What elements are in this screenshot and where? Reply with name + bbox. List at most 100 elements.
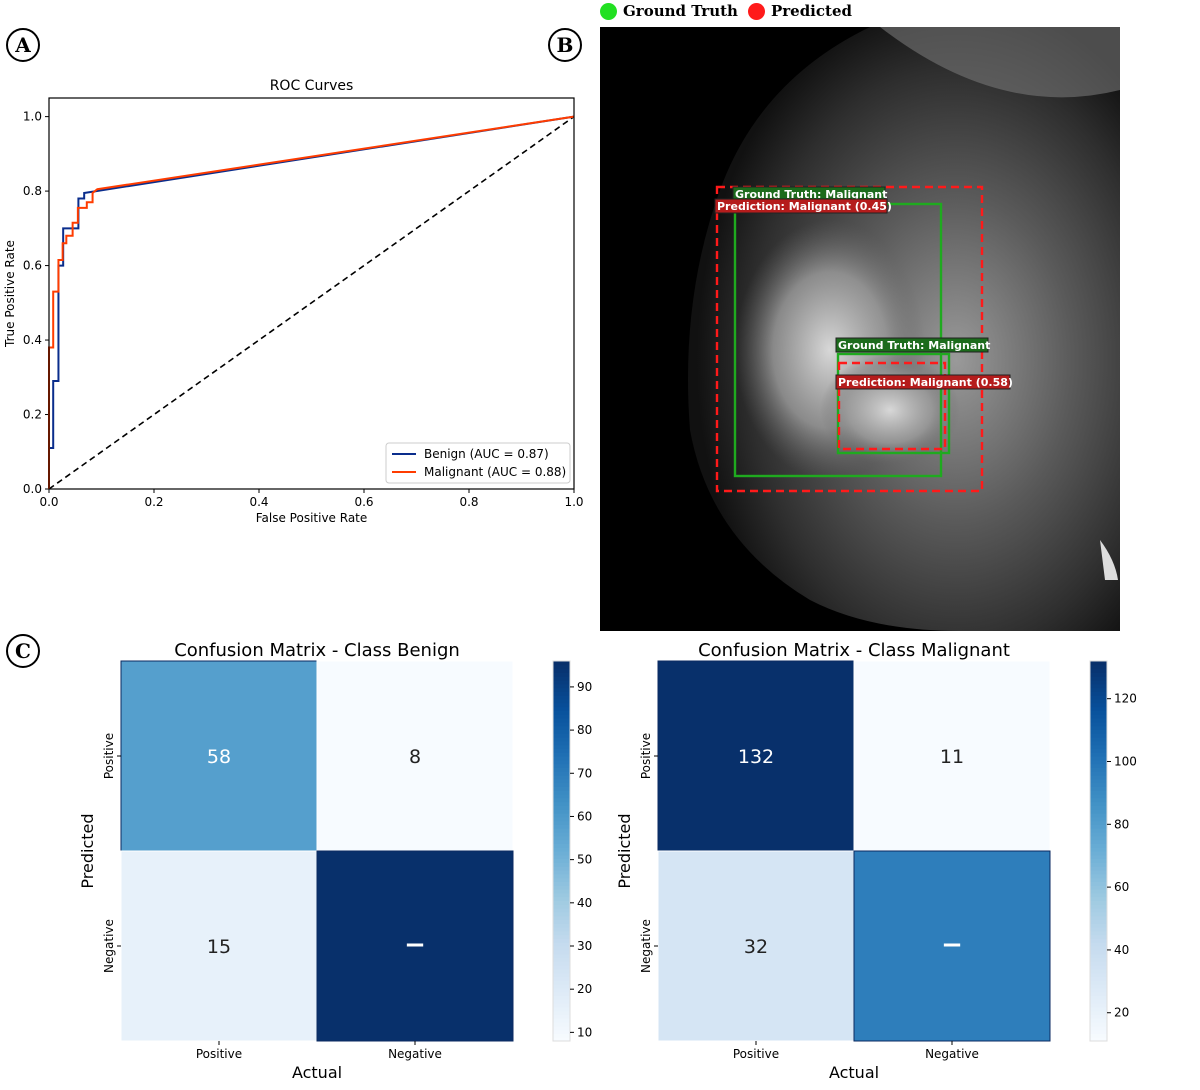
colorbar-tick-label: 120 bbox=[1114, 692, 1137, 706]
colorbar-segment bbox=[553, 938, 570, 943]
colorbar-segment bbox=[1090, 702, 1107, 708]
roc-curve-1 bbox=[48, 115, 575, 489]
colorbar-segment bbox=[1090, 710, 1107, 715]
cm-cell bbox=[657, 660, 855, 852]
plot-frame bbox=[48, 97, 575, 490]
colorbar-segment bbox=[1090, 1006, 1107, 1012]
colorbar-segment bbox=[553, 987, 570, 993]
box-label: Prediction: Malignant (0.45) bbox=[717, 200, 892, 213]
colorbar-segment bbox=[1090, 851, 1107, 856]
colorbar-segment bbox=[1090, 721, 1107, 727]
colorbar-tick-label: 20 bbox=[577, 982, 592, 996]
cm-cell-value: − bbox=[941, 930, 963, 960]
colorbar-segment bbox=[553, 767, 570, 772]
colorbar-segment bbox=[1090, 759, 1107, 765]
colorbar-segment bbox=[553, 953, 570, 958]
colorbar-segment bbox=[1090, 873, 1107, 879]
colorbar-segment bbox=[1090, 847, 1107, 852]
panel-label-b: B bbox=[548, 28, 582, 62]
colorbar-segment bbox=[1090, 706, 1107, 711]
colorbar-tick-label: 80 bbox=[577, 723, 592, 737]
colorbar-segment bbox=[1090, 794, 1107, 799]
detection-legend: Ground Truth Predicted bbox=[600, 2, 852, 20]
colorbar-segment bbox=[1090, 748, 1107, 753]
colorbar-segment bbox=[1090, 744, 1107, 749]
cm-cell-value: 32 bbox=[744, 936, 768, 958]
colorbar-frame bbox=[1089, 660, 1108, 1042]
colorbar-segment bbox=[553, 972, 570, 977]
colorbar-segment bbox=[553, 782, 570, 787]
colorbar-segment bbox=[553, 877, 570, 882]
colorbar-segment bbox=[553, 930, 570, 936]
colorbar-segment bbox=[553, 862, 570, 867]
colorbar-segment bbox=[1090, 915, 1107, 920]
colorbar-segment bbox=[553, 965, 570, 970]
box-label-bg bbox=[835, 374, 1011, 390]
legend-entry: Benign (AUC = 0.87) bbox=[424, 447, 549, 461]
colorbar-segment bbox=[1090, 1037, 1107, 1042]
x-tick-label: 0.0 bbox=[39, 495, 58, 509]
colorbar-segment bbox=[1090, 691, 1107, 696]
y-tick-label: 0.6 bbox=[23, 259, 42, 273]
colorbar-segment bbox=[1090, 965, 1107, 970]
colorbar-segment bbox=[553, 805, 570, 810]
colorbar-segment bbox=[553, 942, 570, 947]
colorbar-segment bbox=[1090, 1033, 1107, 1038]
colorbar-segment bbox=[553, 759, 570, 765]
colorbar-segment bbox=[1090, 908, 1107, 913]
colorbar-segment bbox=[553, 847, 570, 852]
colorbar-segment bbox=[1090, 676, 1107, 681]
colorbar-segment bbox=[1090, 904, 1107, 909]
colorbar-segment bbox=[1090, 949, 1107, 955]
colorbar-segment bbox=[553, 866, 570, 871]
colorbar-segment bbox=[553, 995, 570, 1000]
y-tick-label: 0.2 bbox=[23, 408, 42, 422]
colorbar-segment bbox=[553, 923, 570, 928]
colorbar-segment bbox=[1090, 828, 1107, 833]
colorbar-segment bbox=[1090, 835, 1107, 841]
colorbar-segment bbox=[1090, 923, 1107, 928]
colorbar-tick-label: 60 bbox=[577, 809, 592, 823]
colorbar-segment bbox=[553, 699, 570, 704]
colorbar-segment bbox=[1090, 854, 1107, 860]
colorbar-segment bbox=[1090, 786, 1107, 791]
colorbar-segment bbox=[1090, 733, 1107, 738]
colorbar-segment bbox=[1090, 881, 1107, 886]
colorbar-tick-label: 50 bbox=[577, 853, 592, 867]
colorbar-segment bbox=[1090, 820, 1107, 825]
colorbar-segment bbox=[1090, 824, 1107, 829]
colorbar-segment bbox=[553, 1006, 570, 1012]
cm-cell-value: 15 bbox=[207, 936, 231, 958]
colorbar-tick-label: 10 bbox=[577, 1025, 592, 1039]
colorbar-segment bbox=[553, 687, 570, 692]
cm-cell bbox=[853, 850, 1051, 1042]
cm-title: Confusion Matrix - Class Benign bbox=[174, 640, 460, 661]
legend-predicted: Predicted bbox=[770, 2, 852, 20]
colorbar-segment bbox=[1090, 664, 1107, 670]
box-label: Ground Truth: Malignant bbox=[838, 339, 990, 352]
colorbar-segment bbox=[1090, 714, 1107, 719]
colorbar-segment bbox=[553, 756, 570, 761]
colorbar-segment bbox=[1090, 870, 1107, 875]
colorbar-segment bbox=[1090, 889, 1107, 894]
predicted-dot-icon bbox=[747, 2, 765, 20]
colorbar-segment bbox=[1090, 858, 1107, 863]
colorbar-segment bbox=[1090, 683, 1107, 689]
colorbar-segment bbox=[553, 1025, 570, 1031]
prediction-box bbox=[837, 361, 947, 451]
x-tick-label: 1.0 bbox=[564, 495, 583, 509]
colorbar-segment bbox=[553, 946, 570, 951]
colorbar-segment bbox=[553, 904, 570, 909]
colorbar-segment bbox=[553, 778, 570, 784]
colorbar-segment bbox=[1090, 832, 1107, 837]
colorbar-segment bbox=[1090, 1022, 1107, 1027]
colorbar-segment bbox=[1090, 885, 1107, 890]
x-tick-label: Negative bbox=[925, 1047, 979, 1061]
colorbar-segment bbox=[1090, 672, 1107, 677]
colorbar-segment bbox=[1090, 927, 1107, 932]
colorbar-segment bbox=[553, 1033, 570, 1038]
colorbar-segment bbox=[553, 714, 570, 719]
colorbar-segment bbox=[553, 1022, 570, 1027]
colorbar-segment bbox=[1090, 839, 1107, 844]
chance-line bbox=[48, 115, 575, 490]
